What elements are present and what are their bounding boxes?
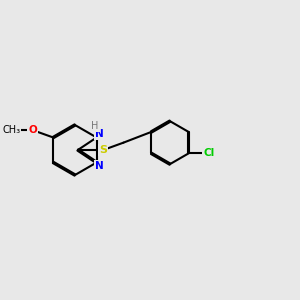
Text: N: N [94, 129, 103, 139]
Text: Cl: Cl [203, 148, 215, 158]
Text: N: N [94, 161, 103, 171]
Text: H: H [92, 121, 99, 131]
Text: CH₃: CH₃ [2, 125, 20, 135]
Text: O: O [28, 125, 37, 135]
Text: S: S [99, 145, 107, 155]
